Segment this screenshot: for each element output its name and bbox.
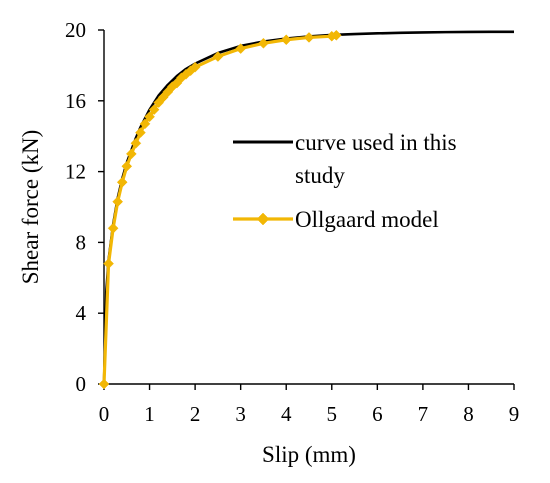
data-point-marker [235,43,247,54]
data-point-marker [98,378,110,390]
legend: curve used in this study Ollgaard model [233,130,457,232]
data-point-marker [330,29,342,41]
x-tick-label: 0 [99,402,110,426]
x-tick-label: 7 [418,402,429,426]
data-point-marker [212,51,224,62]
legend-item: curve used in this study [233,130,457,188]
data-point-marker [258,37,269,49]
data-point-marker [116,176,128,188]
data-point-marker [103,258,114,269]
legend-item: Ollgaard model [233,207,439,232]
legend-marker [256,212,270,226]
y-tick-label: 12 [65,160,86,184]
x-tick-label: 9 [509,402,520,426]
y-axis-label: Shear force (kN) [18,130,43,285]
data-point-marker [107,222,119,234]
x-tick-label: 4 [281,402,292,426]
x-axis-ticks: 0 1 2 3 4 5 6 7 8 9 [99,384,520,426]
data-point-marker [121,160,133,172]
series-layer [98,29,514,390]
data-point-marker [303,32,315,43]
x-tick-label: 6 [372,402,383,426]
data-point-marker [135,127,146,139]
data-point-marker [144,111,155,123]
data-point-marker [189,61,201,73]
legend-label: curve used in this study [295,130,457,188]
legend-label: Ollgaard model [295,207,439,232]
data-point-marker [280,34,292,46]
data-point-marker [130,137,142,149]
y-tick-label: 4 [76,301,87,325]
data-point-marker [112,196,124,208]
series-ollgaard-model [98,29,342,390]
x-tick-label: 3 [235,402,246,426]
y-tick-label: 20 [65,18,86,42]
y-tick-label: 16 [65,89,86,113]
x-tick-label: 5 [327,402,338,426]
y-tick-label: 0 [76,372,87,396]
y-axis-ticks: 0 4 8 12 16 20 [65,18,104,396]
data-point-marker [125,148,137,160]
y-tick-label: 8 [76,230,87,254]
x-axis-label: Slip (mm) [262,442,356,467]
data-point-marker [139,118,151,130]
x-tick-label: 2 [190,402,201,426]
x-tick-label: 1 [144,402,155,426]
data-point-marker [148,104,160,116]
x-tick-label: 8 [463,402,474,426]
